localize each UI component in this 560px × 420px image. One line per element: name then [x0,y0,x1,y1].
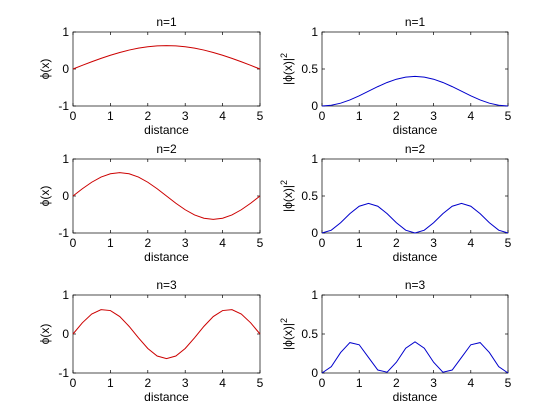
x-tick-label: 3 [182,236,189,250]
y-axis-label-superscript: 2 [279,180,289,185]
axes-box [72,294,261,374]
y-tick-label: 1 [311,288,318,302]
x-axis-label: distance [393,390,438,404]
y-tick-label: 0 [62,62,69,76]
x-tick-label: 5 [505,376,512,390]
x-tick-label: 5 [257,376,264,390]
x-tick-label: 2 [393,376,400,390]
x-axis-label: distance [144,250,189,264]
x-tick-label: 5 [505,109,512,123]
y-axis-label: ϕ(x) [38,324,52,345]
y-axis-label: |ϕ(x)|2 [279,180,295,212]
series-line [321,202,509,234]
y-tick-label: 1 [311,152,318,166]
x-tick-label: 0 [70,376,77,390]
x-tick-label: 2 [393,109,400,123]
axes-box [321,294,509,374]
x-tick-label: 0 [319,109,326,123]
x-tick-label: 4 [467,109,474,123]
x-tick-label: 3 [430,376,437,390]
y-axis-label: ϕ(x) [38,59,52,80]
x-tick-label: 1 [107,236,114,250]
series-line [72,172,261,220]
x-tick-label: 4 [219,109,226,123]
x-tick-label: 5 [257,236,264,250]
y-axis-label: ϕ(x) [38,186,52,207]
x-axis-label: distance [144,390,189,404]
x-tick-label: 1 [356,236,363,250]
y-tick-label: 0.5 [301,62,318,76]
y-tick-label: 0 [311,226,318,240]
x-tick-label: 0 [319,236,326,250]
subplot-title: n=1 [405,15,426,29]
x-tick-label: 1 [107,109,114,123]
series-line [321,75,509,107]
x-tick-label: 1 [107,376,114,390]
y-tick-label: -1 [58,366,69,380]
axes-box [321,158,509,234]
axes-box [72,31,261,107]
subplot-2: 0 1 2 3 4 5 0 0.5 1 n=1 distance |ϕ(x)|2 [279,15,512,137]
y-tick-label: 0 [311,366,318,380]
x-tick-label: 0 [319,376,326,390]
x-tick-label: 4 [219,236,226,250]
x-tick-label: 4 [467,376,474,390]
x-tick-label: 1 [356,376,363,390]
y-tick-label: 0 [311,99,318,113]
series-line [321,341,509,374]
x-tick-label: 5 [257,109,264,123]
x-tick-label: 1 [356,109,363,123]
subplot-title: n=3 [156,278,177,292]
y-axis-label-superscript: 2 [279,318,289,323]
x-tick-label: 0 [70,236,77,250]
x-tick-label: 3 [182,109,189,123]
x-tick-label: 0 [70,109,77,123]
x-axis-label: distance [393,250,438,264]
y-tick-label: 1 [62,288,69,302]
x-tick-label: 4 [467,236,474,250]
x-tick-label: 3 [430,236,437,250]
subplot-title: n=3 [405,278,426,292]
series-line [72,309,261,360]
x-tick-label: 2 [144,236,151,250]
x-tick-label: 2 [144,109,151,123]
x-tick-label: 4 [219,376,226,390]
y-tick-label: -1 [58,99,69,113]
y-tick-label: 0.5 [301,327,318,341]
x-axis-label: distance [144,123,189,137]
y-tick-label: 0 [62,327,69,341]
y-tick-label: 1 [311,25,318,39]
y-axis-label: |ϕ(x)|2 [279,53,295,85]
x-tick-label: 3 [430,109,437,123]
x-tick-label: 3 [182,376,189,390]
y-tick-label: 0.5 [301,189,318,203]
subplot-title: n=2 [156,142,177,156]
y-axis-label-superscript: 2 [279,53,289,58]
x-tick-label: 2 [144,376,151,390]
axes-box [321,31,509,107]
y-tick-label: -1 [58,226,69,240]
y-tick-label: 1 [62,25,69,39]
x-tick-label: 2 [393,236,400,250]
y-tick-label: 1 [62,152,69,166]
subplot-4: 0 1 2 3 4 5 0 0.5 1 n=2 distance |ϕ(x)|2 [279,142,512,264]
subplot-6: 0 1 2 3 4 5 0 0.5 1 n=3 distance |ϕ(x)|2 [279,278,512,404]
x-axis-label: distance [393,123,438,137]
subplot-title: n=2 [405,142,426,156]
y-axis-label: |ϕ(x)|2 [279,318,295,350]
y-tick-label: 0 [62,189,69,203]
series-line [72,45,261,70]
subplot-title: n=1 [156,15,177,29]
x-tick-label: 5 [505,236,512,250]
